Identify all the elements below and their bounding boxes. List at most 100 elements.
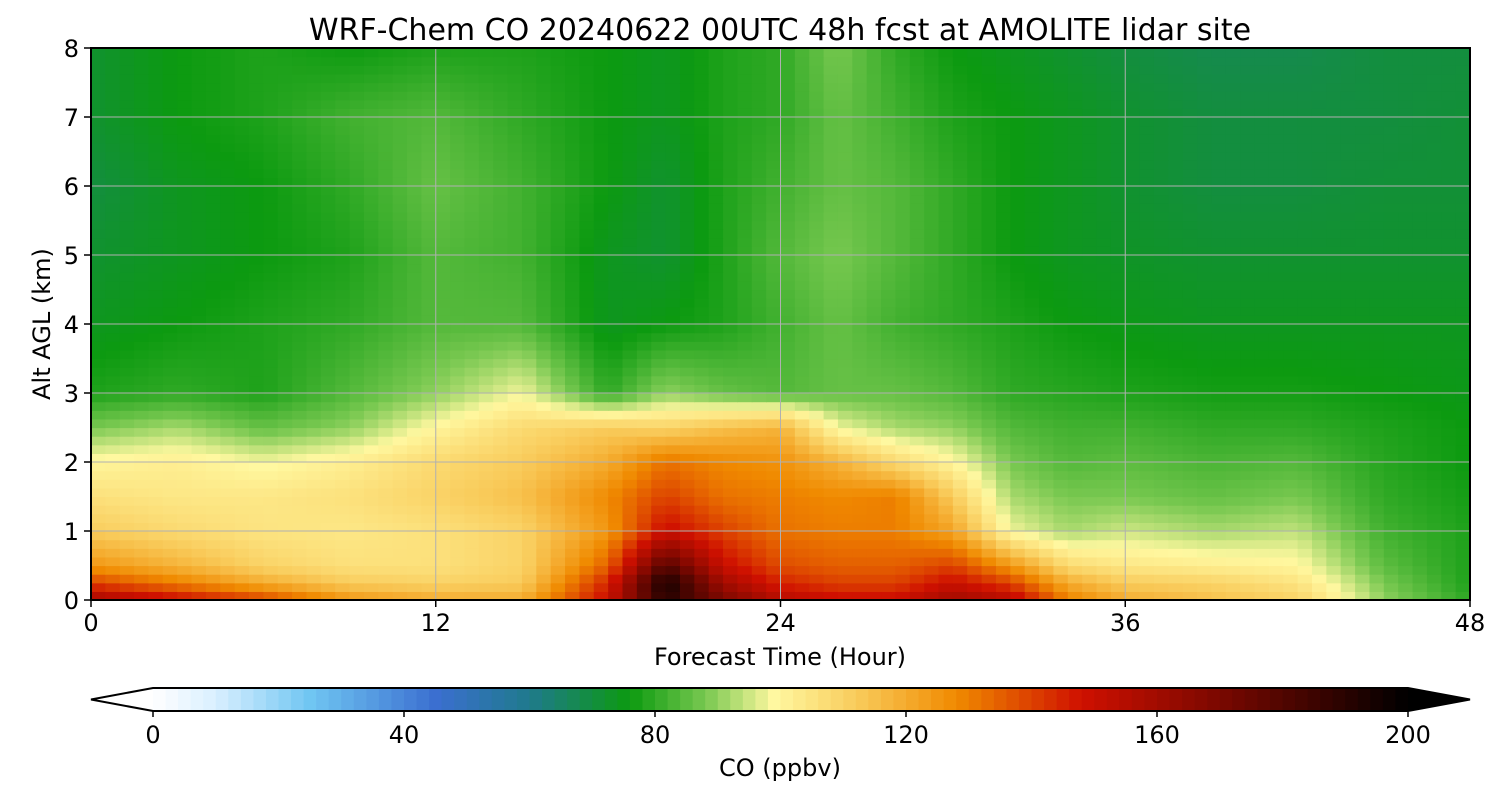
heatmap-cell	[1153, 168, 1169, 178]
heatmap-cell	[1168, 177, 1184, 187]
heatmap-cell	[507, 548, 523, 558]
heatmap-cell	[1211, 427, 1227, 437]
heatmap-cell	[292, 418, 308, 429]
heatmap-cell	[292, 384, 308, 394]
heatmap-cell	[1197, 194, 1213, 204]
heatmap-cell	[105, 444, 121, 454]
heatmap-cell	[349, 384, 365, 394]
heatmap-cell	[837, 332, 853, 342]
heatmap-cell	[924, 220, 940, 230]
heatmap-cell	[1412, 427, 1428, 437]
heatmap-cell	[220, 591, 236, 601]
heatmap-cell	[967, 410, 983, 420]
heatmap-cell	[1240, 237, 1256, 247]
heatmap-cell	[766, 479, 782, 489]
heatmap-cell	[249, 531, 264, 541]
heatmap-cell	[1297, 565, 1313, 575]
heatmap-cell	[636, 513, 652, 523]
heatmap-cell	[952, 531, 968, 541]
heatmap-cell	[1426, 393, 1442, 403]
heatmap-cell	[579, 401, 595, 411]
heatmap-cell	[493, 229, 509, 239]
heatmap-cell	[665, 289, 681, 299]
heatmap-cell	[708, 168, 724, 178]
heatmap-cell	[306, 487, 322, 498]
heatmap-cell	[565, 505, 580, 515]
heatmap-cell	[1039, 186, 1055, 196]
heatmap-cell	[407, 522, 422, 532]
heatmap-cell	[636, 263, 652, 273]
heatmap-cell	[694, 229, 710, 239]
heatmap-cell	[1398, 272, 1414, 282]
heatmap-cell	[995, 272, 1011, 282]
heatmap-cell	[277, 367, 293, 377]
heatmap-cell	[1139, 324, 1155, 334]
heatmap-cell	[177, 255, 193, 265]
heatmap-cell	[234, 151, 250, 161]
heatmap-cell	[1067, 427, 1083, 437]
heatmap-cell	[579, 272, 595, 282]
heatmap-cell	[450, 246, 466, 256]
heatmap-cell	[1355, 401, 1371, 411]
heatmap-cell	[924, 298, 940, 308]
heatmap-cell	[1024, 211, 1040, 222]
heatmap-cell	[1053, 375, 1069, 385]
heatmap-cell	[823, 565, 839, 575]
heatmap-cell	[1326, 186, 1342, 196]
heatmap-cell	[636, 298, 652, 308]
heatmap-cell	[177, 280, 193, 291]
heatmap-cell	[622, 186, 638, 196]
heatmap-cell	[651, 375, 667, 385]
heatmap-cell	[809, 306, 825, 316]
heatmap-cell	[636, 393, 652, 403]
heatmap-cell	[1326, 349, 1342, 360]
heatmap-cell	[794, 444, 810, 454]
heatmap-cell	[694, 237, 710, 247]
heatmap-cell	[493, 358, 509, 368]
heatmap-cell	[335, 401, 351, 411]
heatmap-cell	[881, 255, 897, 265]
heatmap-cell	[1168, 565, 1184, 575]
heatmap-cell	[148, 470, 164, 480]
heatmap-cell	[1039, 168, 1055, 178]
heatmap-cell	[234, 289, 250, 299]
heatmap-cell	[866, 315, 882, 325]
heatmap-cell	[1139, 315, 1155, 325]
heatmap-cell	[1125, 470, 1141, 480]
heatmap-cell	[349, 349, 365, 360]
heatmap-cell	[565, 255, 580, 265]
heatmap-cell	[608, 203, 624, 213]
heatmap-cell	[105, 280, 121, 291]
heatmap-cell	[1096, 160, 1112, 170]
heatmap-cell	[521, 522, 537, 532]
heatmap-cell	[234, 280, 250, 291]
heatmap-cell	[837, 436, 853, 446]
heatmap-cell	[1125, 211, 1141, 222]
heatmap-cell	[1398, 384, 1414, 394]
heatmap-cell	[1039, 151, 1055, 161]
heatmap-cell	[392, 401, 408, 411]
heatmap-cell	[737, 298, 753, 308]
heatmap-cell	[1254, 203, 1270, 213]
heatmap-cell	[823, 505, 839, 515]
heatmap-cell	[148, 548, 164, 558]
heatmap-cell	[1398, 556, 1414, 567]
heatmap-cell	[162, 487, 178, 498]
heatmap-cell	[1039, 436, 1055, 446]
heatmap-cell	[967, 263, 983, 273]
heatmap-cell	[1297, 168, 1313, 178]
heatmap-cell	[995, 522, 1011, 532]
heatmap-cell	[651, 289, 667, 299]
heatmap-cell	[1010, 211, 1026, 222]
heatmap-cell	[392, 539, 408, 549]
heatmap-cell	[1225, 556, 1241, 567]
heatmap-cell	[1010, 427, 1026, 437]
heatmap-cell	[1082, 556, 1098, 567]
heatmap-cell	[881, 263, 897, 273]
heatmap-cell	[1441, 462, 1457, 472]
heatmap-cell	[1283, 358, 1299, 368]
heatmap-cell	[177, 203, 193, 213]
heatmap-cell	[823, 367, 839, 377]
heatmap-cell	[651, 487, 667, 498]
heatmap-cell	[665, 151, 681, 161]
